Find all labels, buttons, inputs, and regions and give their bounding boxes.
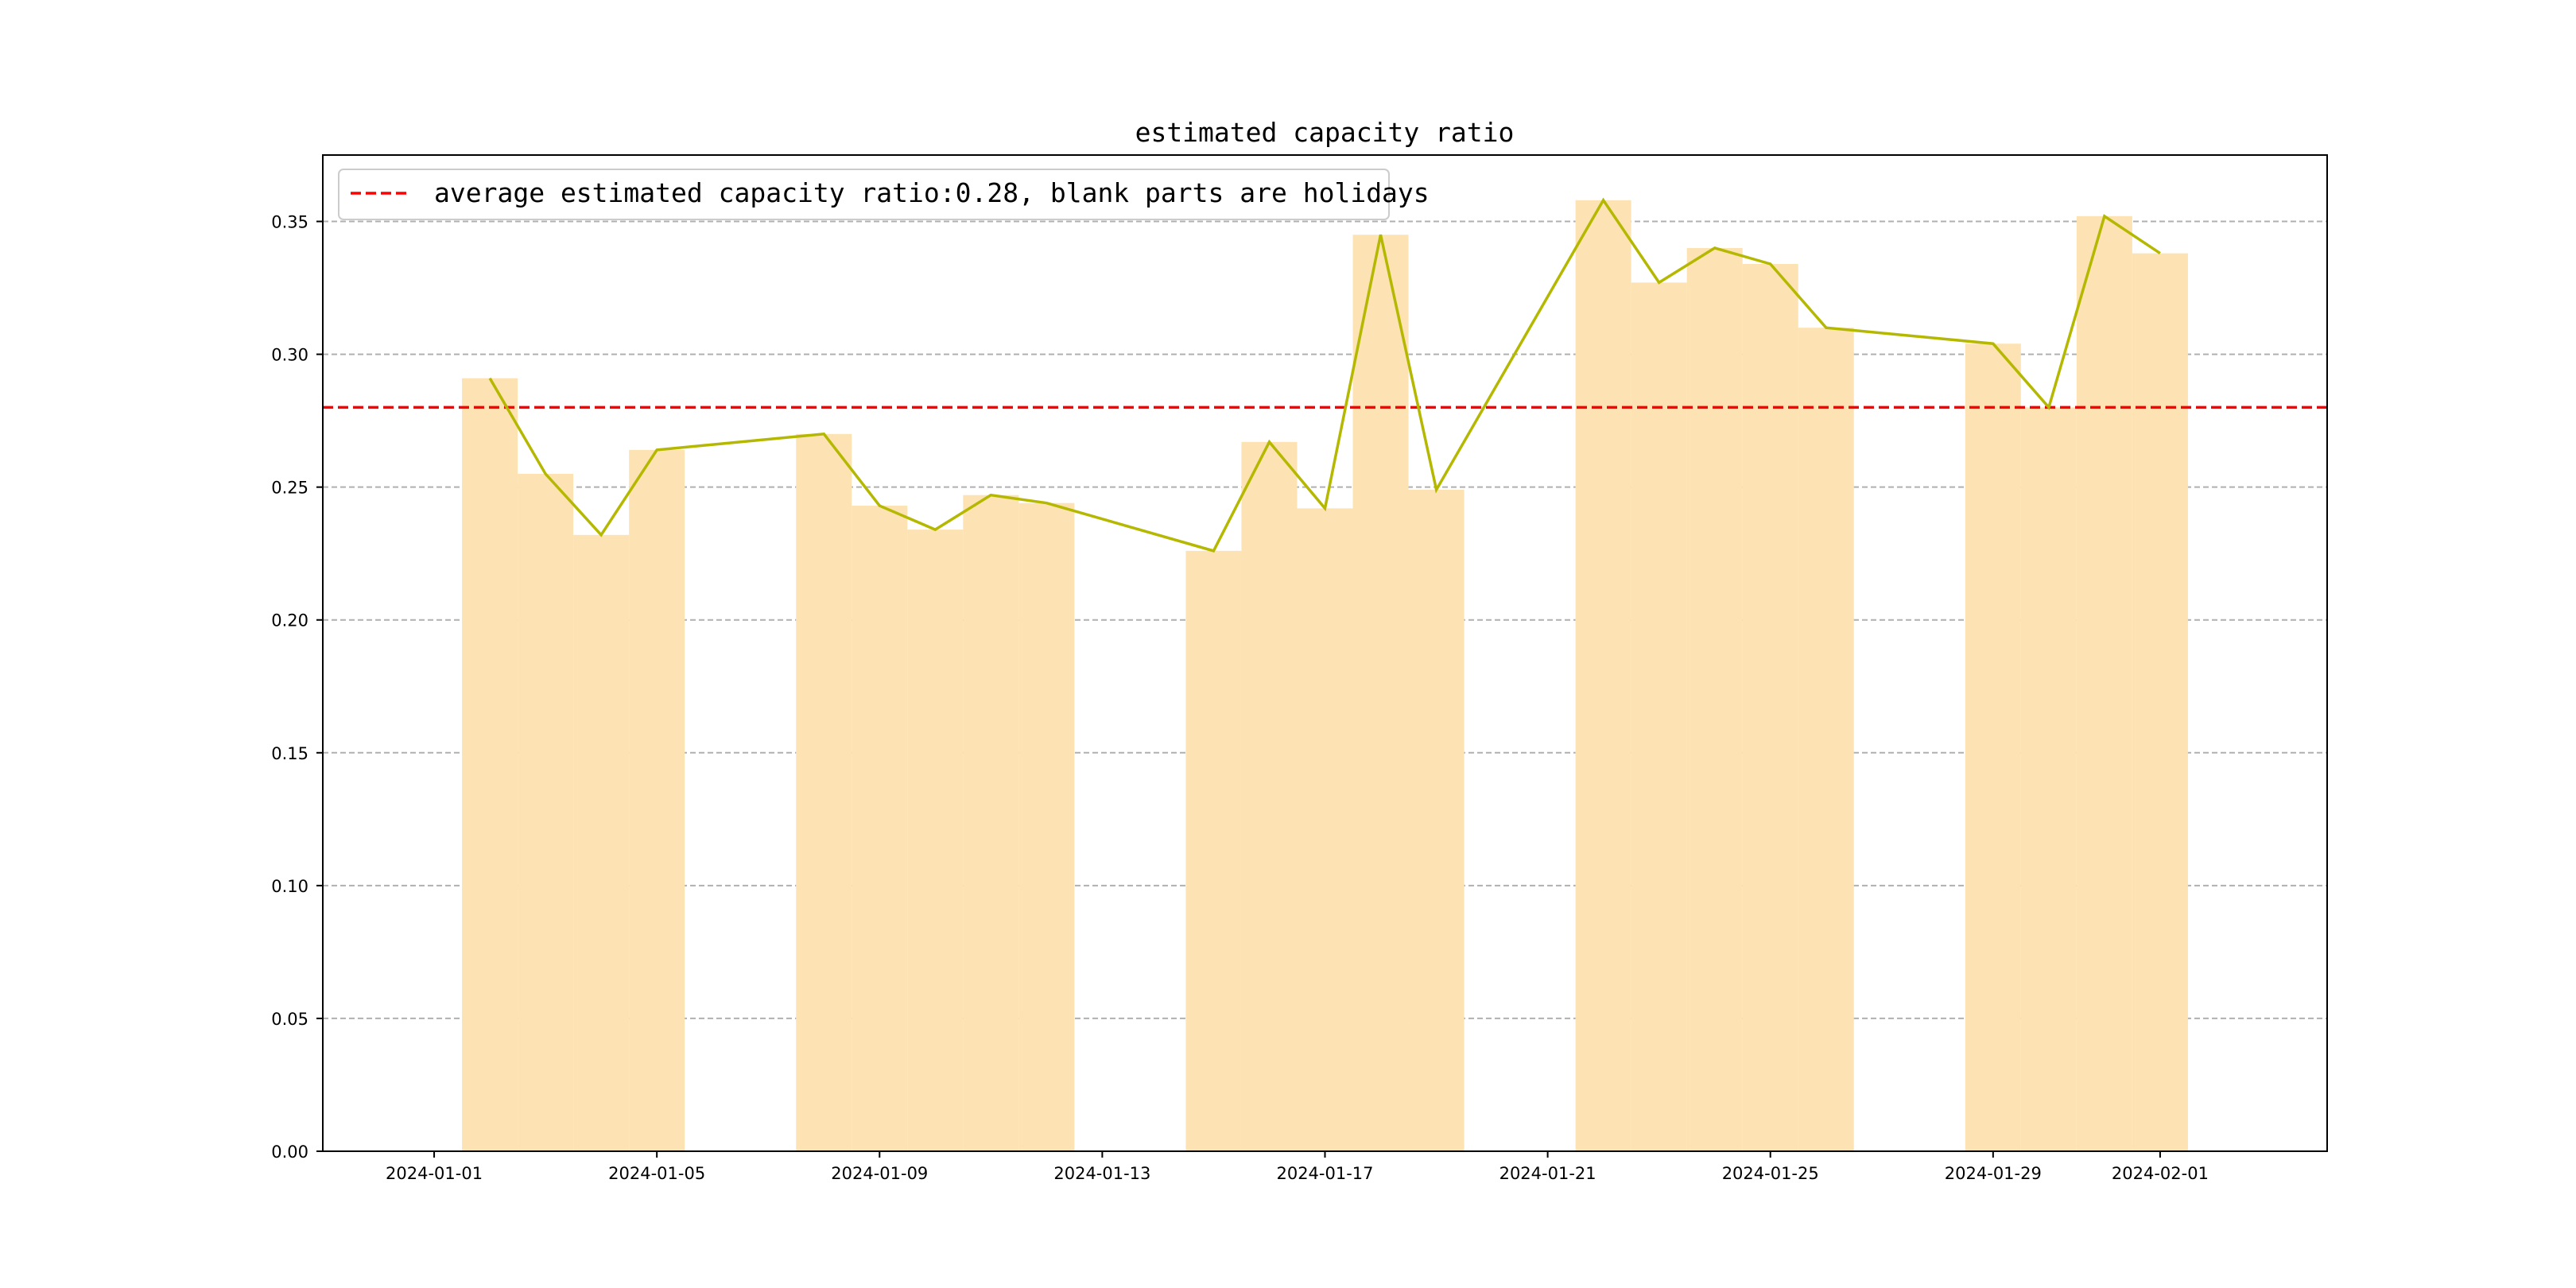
y-tick-label: 0.35 bbox=[271, 213, 308, 232]
legend: average estimated capacity ratio:0.28, b… bbox=[338, 169, 1430, 220]
bar bbox=[1241, 441, 1298, 1151]
bar bbox=[2020, 407, 2077, 1151]
bar bbox=[1742, 263, 1798, 1152]
x-tick-label: 2024-01-21 bbox=[1499, 1164, 1596, 1183]
bar bbox=[1965, 343, 2021, 1151]
legend-average-label: average estimated capacity ratio:0.28, b… bbox=[434, 177, 1430, 208]
x-tick-label: 2024-01-17 bbox=[1276, 1164, 1373, 1183]
bar bbox=[1798, 328, 1854, 1152]
bar bbox=[573, 534, 630, 1151]
bar bbox=[2076, 215, 2132, 1151]
x-tick-label: 2024-01-29 bbox=[1945, 1164, 2042, 1183]
bar bbox=[1408, 490, 1465, 1151]
bar bbox=[907, 530, 964, 1151]
y-tick-label: 0.15 bbox=[271, 744, 308, 763]
bar bbox=[518, 473, 574, 1151]
bar bbox=[1631, 282, 1687, 1151]
y-axis: 0.00 0.05 0.10 0.15 0.20 0.25 0.30 0.35 bbox=[271, 213, 323, 1162]
x-tick-label: 2024-01-25 bbox=[1722, 1164, 1819, 1183]
bar bbox=[629, 449, 685, 1151]
bar bbox=[2132, 253, 2188, 1151]
x-tick-label: 2024-01-13 bbox=[1053, 1164, 1150, 1183]
series-line bbox=[488, 197, 2161, 553]
bar bbox=[963, 495, 1019, 1151]
legend-box bbox=[338, 169, 1390, 220]
y-tick-label: 0.00 bbox=[271, 1143, 308, 1162]
bar bbox=[1297, 508, 1353, 1151]
bar bbox=[796, 433, 852, 1151]
x-tick-label: 2024-01-01 bbox=[386, 1164, 483, 1183]
bar bbox=[1575, 200, 1631, 1151]
bar bbox=[1018, 502, 1075, 1151]
bar bbox=[1185, 550, 1242, 1151]
x-tick-label: 2024-01-09 bbox=[831, 1164, 928, 1183]
series-line-layer bbox=[488, 197, 2161, 553]
bar bbox=[462, 378, 518, 1151]
bars bbox=[462, 200, 2188, 1152]
y-tick-label: 0.20 bbox=[271, 611, 308, 630]
chart-title: estimated capacity ratio bbox=[1135, 117, 1515, 148]
x-tick-label: 2024-01-05 bbox=[608, 1164, 705, 1183]
x-axis: 2024-01-01 2024-01-05 2024-01-09 2024-01-13… bbox=[386, 1151, 2209, 1183]
bar bbox=[1352, 235, 1409, 1151]
y-tick-label: 0.10 bbox=[271, 877, 308, 896]
bar bbox=[1686, 247, 1743, 1151]
x-tick-label: 2024-02-01 bbox=[2112, 1164, 2209, 1183]
bar bbox=[852, 506, 908, 1151]
y-tick-label: 0.25 bbox=[271, 479, 308, 498]
y-tick-label: 0.30 bbox=[271, 346, 308, 365]
y-tick-label: 0.05 bbox=[271, 1010, 308, 1029]
